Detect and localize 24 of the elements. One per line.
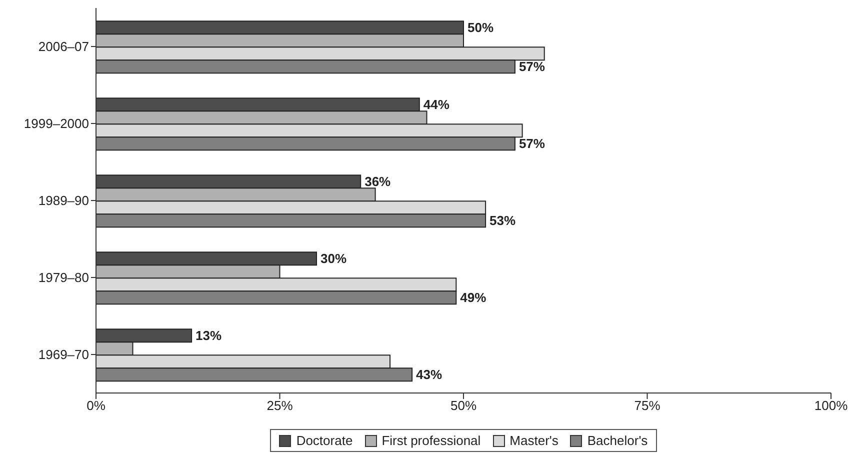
data-label: 13% [196,328,222,344]
legend-label: Bachelor's [586,433,648,448]
data-label: 53% [490,213,516,228]
x-tick-label: 50% [450,398,477,414]
x-tick-label: 25% [266,398,294,414]
legend-label: First professional [380,433,481,448]
legend-label: Doctorate [295,433,353,448]
x-tick-label: 100% [814,398,848,414]
data-label: 50% [468,20,494,36]
y-tick-label: 1999–2000 [24,116,89,132]
legend-label: Master's [508,433,558,448]
y-tick-label: 2006–07 [38,39,89,54]
x-tick-label: 0% [86,398,106,414]
data-label: 30% [320,251,347,266]
data-label: 36% [364,174,392,190]
x-tick-label: 75% [634,398,661,414]
data-label: 57% [518,59,546,74]
y-tick-label: 1969–70 [38,347,89,362]
data-label: 49% [460,290,487,306]
data-label: 44% [423,97,450,112]
data-label: 43% [416,367,443,382]
data-label: 57% [518,136,546,152]
y-tick-label: 1979–80 [38,270,89,286]
y-tick-label: 1989–90 [38,193,89,208]
